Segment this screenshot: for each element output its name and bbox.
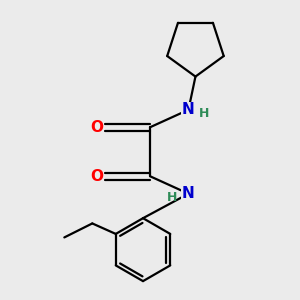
Text: O: O — [90, 120, 103, 135]
Text: N: N — [182, 102, 195, 117]
Text: H: H — [199, 107, 209, 121]
Text: H: H — [167, 191, 177, 204]
Text: O: O — [90, 169, 103, 184]
Text: N: N — [182, 186, 195, 201]
